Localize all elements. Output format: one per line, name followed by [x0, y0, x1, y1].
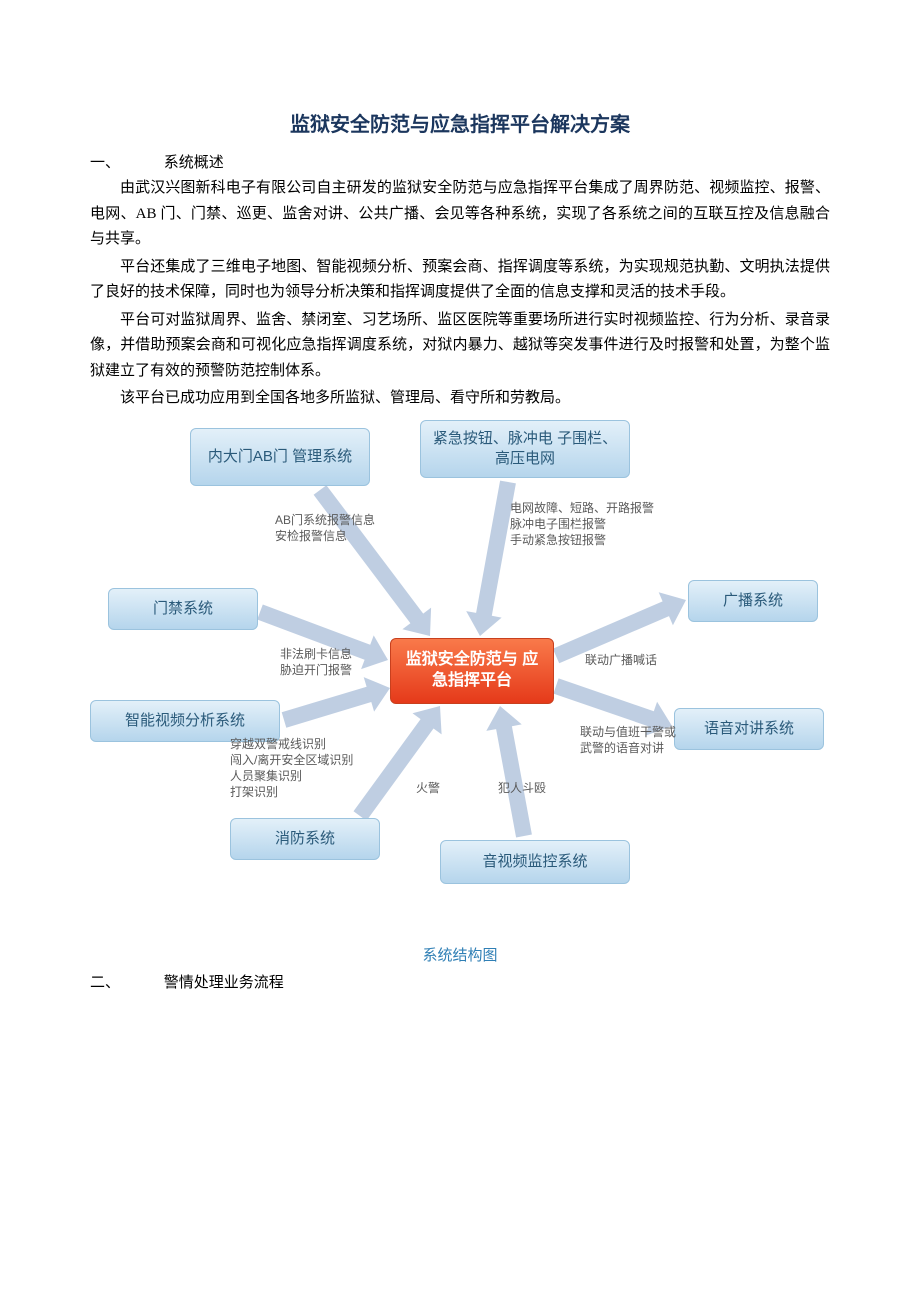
- node-alarm-src: 紧急按钮、脉冲电 子围栏、高压电网: [420, 420, 630, 478]
- anno-access: 非法刷卡信息 胁迫开门报警: [280, 646, 352, 678]
- node-center-platform: 监狱安全防范与 应急指挥平台: [390, 638, 554, 704]
- anno-alarm: 电网故障、短路、开路报警 脉冲电子围栏报警 手动紧急按钮报警: [510, 500, 654, 549]
- paragraph-1: 由武汉兴图新科电子有限公司自主研发的监狱安全防范与应急指挥平台集成了周界防范、视…: [90, 176, 830, 253]
- anno-av: 犯人斗殴: [498, 780, 546, 796]
- node-access: 门禁系统: [108, 588, 258, 630]
- section-1-num: 一、: [90, 151, 160, 172]
- section-2-num: 二、: [90, 971, 160, 992]
- node-broadcast: 广播系统: [688, 580, 818, 622]
- section-2-label: 警情处理业务流程: [164, 975, 284, 991]
- node-av-monitor: 音视频监控系统: [440, 840, 630, 884]
- node-fire: 消防系统: [230, 818, 380, 860]
- anno-ab: AB门系统报警信息 安检报警信息: [275, 512, 375, 544]
- paragraph-4: 该平台已成功应用到全国各地多所监狱、管理局、看守所和劳教局。: [90, 386, 830, 412]
- section-1-label: 系统概述: [164, 155, 224, 171]
- system-structure-diagram: 内大门AB门 管理系统 紧急按钮、脉冲电 子围栏、高压电网 门禁系统 广播系统 …: [90, 420, 830, 940]
- section-1-heading: 一、 系统概述: [90, 151, 830, 172]
- section-2-heading: 二、 警情处理业务流程: [90, 971, 830, 992]
- anno-video: 穿越双警戒线识别 闯入/离开安全区域识别 人员聚集识别 打架识别: [230, 736, 353, 801]
- node-intercom: 语音对讲系统: [674, 708, 824, 750]
- page-title: 监狱安全防范与应急指挥平台解决方案: [90, 108, 830, 137]
- anno-intercom: 联动与值班干警或 武警的语音对讲: [580, 724, 676, 756]
- diagram-caption: 系统结构图: [90, 944, 830, 965]
- anno-broadcast: 联动广播喊话: [585, 652, 657, 668]
- node-ab-gate: 内大门AB门 管理系统: [190, 428, 370, 486]
- paragraph-2: 平台还集成了三维电子地图、智能视频分析、预案会商、指挥调度等系统，为实现规范执勤…: [90, 255, 830, 306]
- anno-fire: 火警: [416, 780, 440, 796]
- paragraph-3: 平台可对监狱周界、监舍、禁闭室、习艺场所、监区医院等重要场所进行实时视频监控、行…: [90, 308, 830, 385]
